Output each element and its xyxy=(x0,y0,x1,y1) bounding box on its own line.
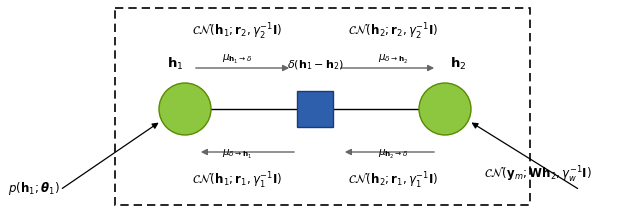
Text: $\mathcal{CN}(\mathbf{y}_m;\mathbf{W}\mathbf{h}_2, \gamma_w^{-1}\mathbf{I})$: $\mathcal{CN}(\mathbf{y}_m;\mathbf{W}\ma… xyxy=(484,165,592,185)
Circle shape xyxy=(419,83,471,135)
Text: $\mu_{\mathbf{h}_1 \rightarrow \delta}$: $\mu_{\mathbf{h}_1 \rightarrow \delta}$ xyxy=(222,53,252,66)
Text: $\mu_{\mathbf{h}_2 \rightarrow \delta}$: $\mu_{\mathbf{h}_2 \rightarrow \delta}$ xyxy=(378,148,408,161)
Bar xyxy=(115,8,530,205)
Circle shape xyxy=(159,83,211,135)
Text: $\mathbf{h}_1$: $\mathbf{h}_1$ xyxy=(167,56,183,72)
Text: $\mathcal{CN}(\mathbf{h}_2;\mathbf{r}_1, \gamma_1^{-1}\mathbf{I})$: $\mathcal{CN}(\mathbf{h}_2;\mathbf{r}_1,… xyxy=(348,171,438,191)
Text: $\mu_{\delta \rightarrow \mathbf{h}_1}$: $\mu_{\delta \rightarrow \mathbf{h}_1}$ xyxy=(222,148,252,161)
Text: $\mathcal{CN}(\mathbf{h}_2;\mathbf{r}_2, \gamma_2^{-1}\mathbf{I})$: $\mathcal{CN}(\mathbf{h}_2;\mathbf{r}_2,… xyxy=(348,22,438,42)
Bar xyxy=(297,91,333,127)
Text: $\mathcal{CN}(\mathbf{h}_1;\mathbf{r}_1, \gamma_1^{-1}\mathbf{I})$: $\mathcal{CN}(\mathbf{h}_1;\mathbf{r}_1,… xyxy=(192,171,282,191)
Text: $\mu_{\delta \rightarrow \mathbf{h}_2}$: $\mu_{\delta \rightarrow \mathbf{h}_2}$ xyxy=(378,53,408,66)
Text: $\mathcal{CN}(\mathbf{h}_1;\mathbf{r}_2, \gamma_2^{-1}\mathbf{I})$: $\mathcal{CN}(\mathbf{h}_1;\mathbf{r}_2,… xyxy=(192,22,282,42)
Text: $p(\mathbf{h}_1;\boldsymbol{\theta}_1)$: $p(\mathbf{h}_1;\boldsymbol{\theta}_1)$ xyxy=(8,180,60,197)
Text: $\delta(\mathbf{h}_1 - \mathbf{h}_2)$: $\delta(\mathbf{h}_1 - \mathbf{h}_2)$ xyxy=(287,58,344,72)
Text: $\mathbf{h}_2$: $\mathbf{h}_2$ xyxy=(450,56,466,72)
